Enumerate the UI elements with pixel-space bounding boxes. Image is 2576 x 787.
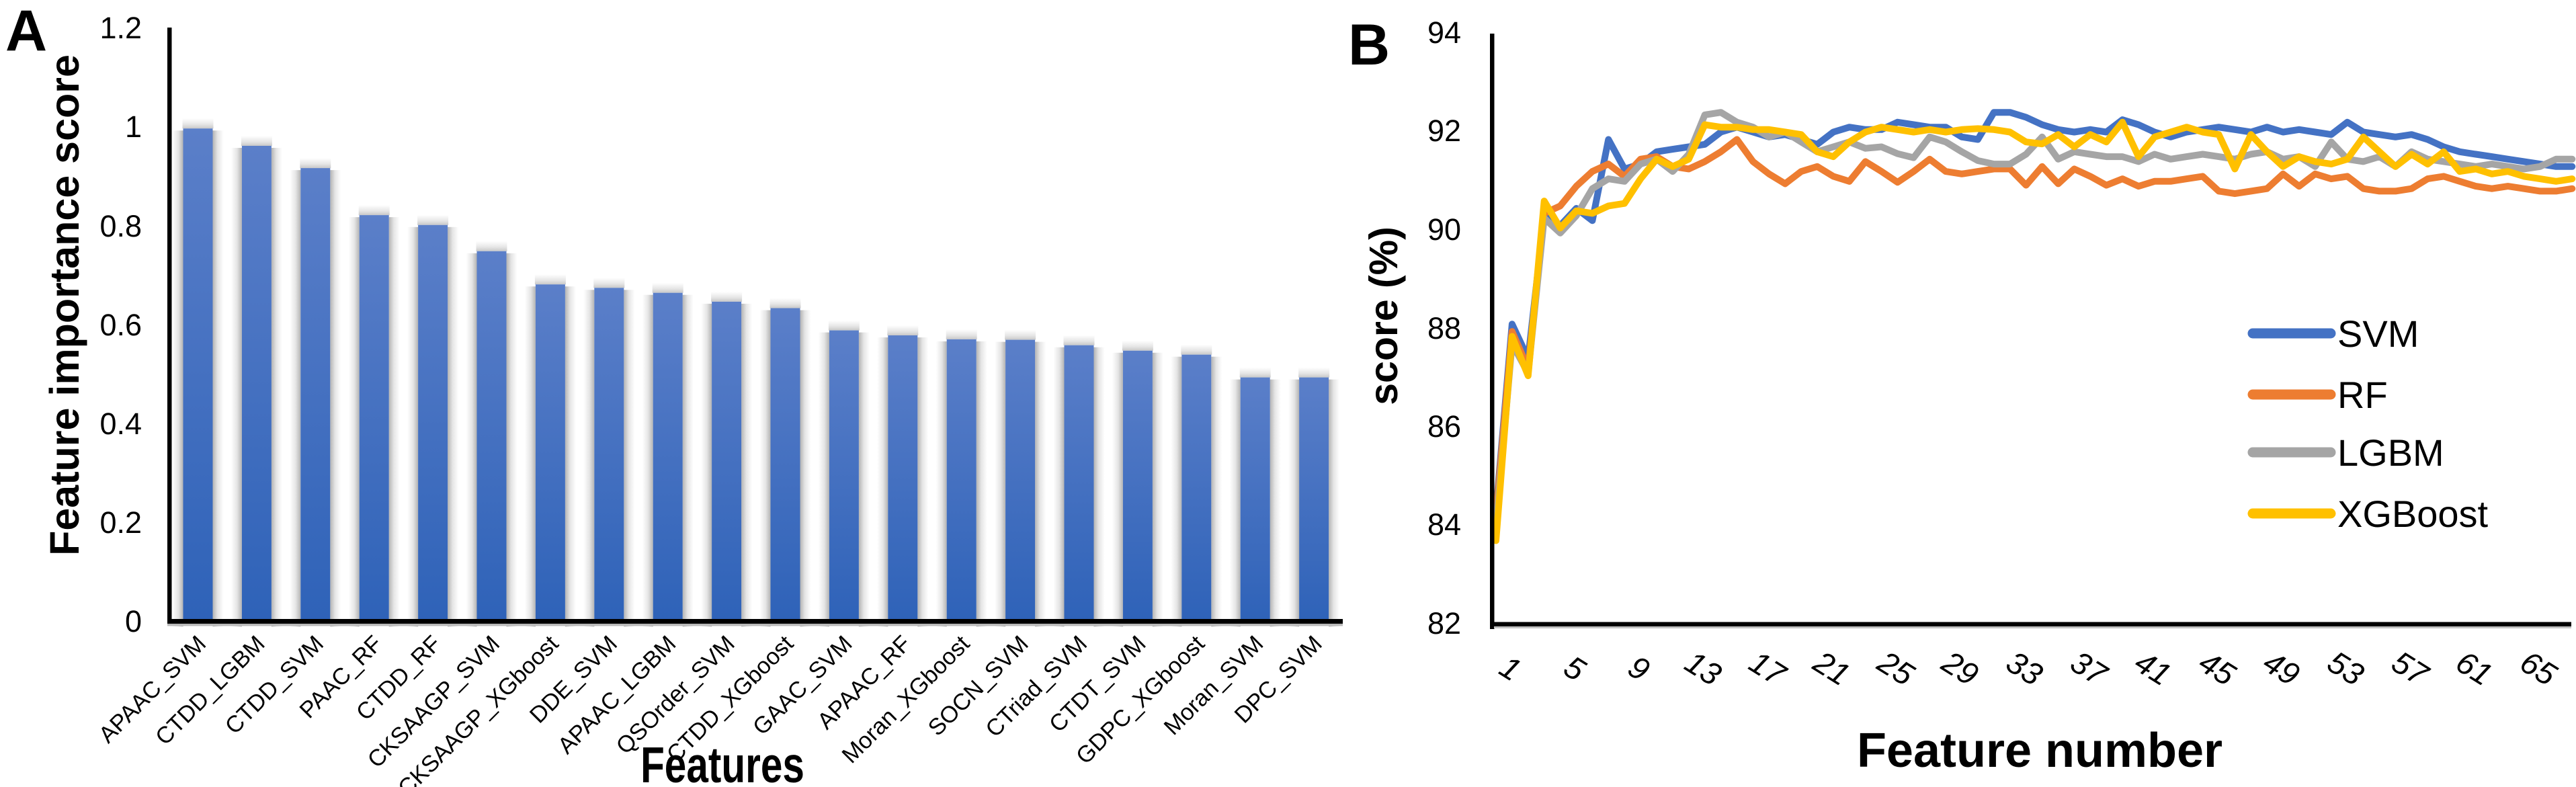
svg-text:Features: Features [640, 737, 804, 787]
svg-text:score (%): score (%) [1362, 226, 1406, 405]
svg-text:0.8: 0.8 [99, 209, 142, 243]
svg-text:Feature number: Feature number [1857, 724, 2222, 778]
svg-text:92: 92 [1427, 114, 1461, 148]
svg-text:82: 82 [1427, 606, 1461, 640]
svg-text:RF: RF [2337, 374, 2388, 416]
svg-text:88: 88 [1427, 311, 1461, 345]
svg-text:90: 90 [1427, 212, 1461, 247]
svg-text:Feature importance score: Feature importance score [42, 54, 87, 556]
svg-text:SVM: SVM [2337, 313, 2419, 355]
svg-text:0.4: 0.4 [99, 407, 142, 441]
svg-text:XGBoost: XGBoost [2337, 493, 2489, 535]
svg-text:94: 94 [1427, 15, 1461, 50]
svg-text:1: 1 [125, 110, 142, 144]
svg-text:1.2: 1.2 [99, 11, 142, 45]
svg-text:B: B [1348, 13, 1390, 77]
svg-text:84: 84 [1427, 507, 1461, 542]
svg-text:0.6: 0.6 [99, 308, 142, 342]
svg-text:0: 0 [125, 604, 142, 638]
svg-text:LGBM: LGBM [2337, 431, 2444, 474]
svg-text:0.2: 0.2 [99, 505, 142, 540]
svg-text:86: 86 [1427, 409, 1461, 444]
svg-text:A: A [5, 0, 47, 63]
